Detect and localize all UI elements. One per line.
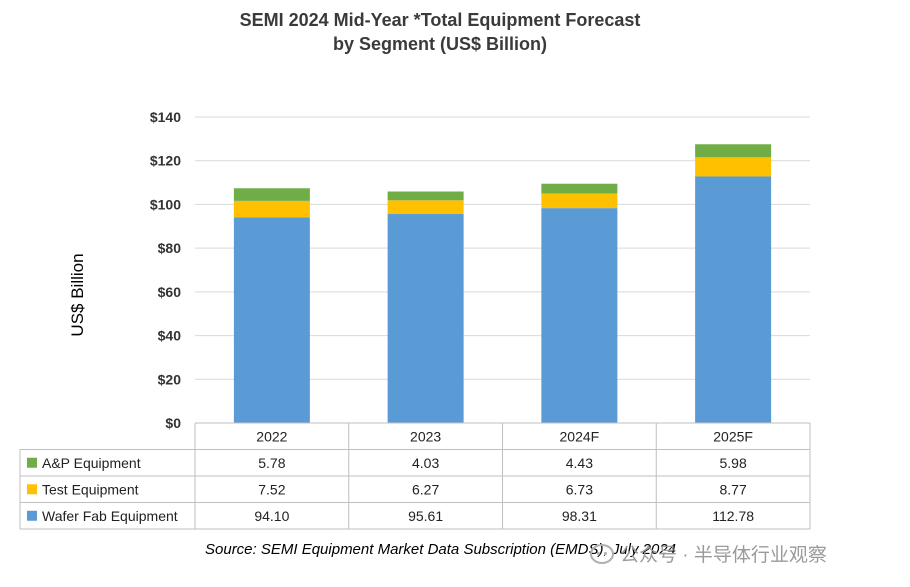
x-category-label: 2025F — [713, 428, 753, 444]
data-label: 98.31 — [562, 508, 597, 524]
bar-segment — [695, 144, 772, 158]
data-label: 8.77 — [720, 481, 747, 497]
bar-segment — [387, 200, 464, 215]
data-label: 7.52 — [258, 481, 285, 497]
bar-segment — [541, 193, 618, 209]
data-label: 5.78 — [258, 455, 285, 471]
legend-label: A&P Equipment — [42, 455, 141, 471]
bar-segment — [233, 188, 310, 201]
y-tick-label: $20 — [158, 371, 182, 387]
bar-segment — [695, 176, 772, 423]
y-tick-label: $120 — [150, 153, 181, 169]
x-category-label: 2024F — [560, 428, 600, 444]
y-tick-label: $80 — [158, 240, 182, 256]
bar-segment — [387, 214, 464, 423]
legend-swatch — [27, 510, 37, 521]
data-label: 6.27 — [412, 481, 439, 497]
bar-segment — [233, 200, 310, 218]
y-tick-label: $40 — [158, 328, 182, 344]
y-tick-label: $140 — [150, 109, 181, 125]
data-label: 95.61 — [408, 508, 443, 524]
legend-label: Wafer Fab Equipment — [42, 508, 178, 524]
data-label: 6.73 — [566, 481, 593, 497]
data-label: 4.43 — [566, 455, 593, 471]
y-tick-label: $100 — [150, 196, 181, 212]
chart-title: SEMI 2024 Mid-Year *Total Equipment Fore… — [0, 8, 880, 56]
bar-segment — [541, 183, 618, 194]
legend-swatch — [27, 457, 37, 468]
data-label: 4.03 — [412, 455, 439, 471]
data-label: 112.78 — [712, 508, 754, 524]
bar-segment — [541, 208, 618, 423]
wechat-icon — [590, 543, 614, 564]
watermark: 公众号 · 半导体行业观察 — [590, 540, 827, 567]
legend-swatch — [27, 484, 37, 495]
bar-segment — [233, 217, 310, 423]
bar-segment — [387, 191, 464, 201]
x-category-label: 2022 — [256, 428, 287, 444]
source-note: Source: SEMI Equipment Market Data Subsc… — [205, 541, 677, 558]
chart-title-line1: SEMI 2024 Mid-Year *Total Equipment Fore… — [239, 10, 641, 30]
x-category-label: 2023 — [410, 428, 441, 444]
legend-label: Test Equipment — [42, 481, 139, 497]
watermark-text: 公众号 · 半导体行业观察 — [620, 545, 827, 566]
data-label: 5.98 — [720, 455, 747, 471]
y-tick-label: $60 — [158, 284, 182, 300]
data-label: 94.10 — [254, 508, 289, 524]
y-tick-label: $0 — [165, 415, 181, 431]
chart-title-line2: by Segment (US$ Billion) — [332, 34, 548, 54]
bar-segment — [695, 157, 772, 177]
